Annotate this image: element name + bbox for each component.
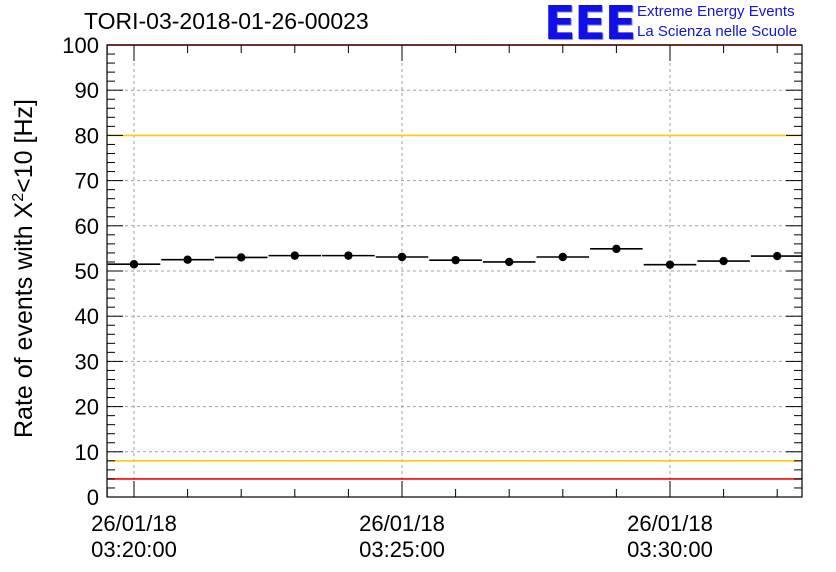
data-point — [665, 260, 675, 269]
data-point — [344, 251, 353, 260]
logo-line-la-scienza: La Scienza nelle Scuole — [637, 23, 798, 40]
data-point — [397, 252, 407, 262]
y-axis-title: Rate of events with X2<10 [Hz] — [10, 99, 38, 438]
y-tick-label: 100 — [62, 33, 99, 58]
logo-line-extreme-energy-events: Extreme Energy Events — [637, 3, 795, 20]
y-tick-labels: 0 10 20 30 40 50 60 70 80 90 100 — [62, 33, 99, 510]
y-tick-label: 0 — [87, 485, 99, 510]
y-tick-label: 10 — [75, 440, 99, 465]
y-tick-label: 50 — [75, 259, 99, 284]
plot-frame — [106, 44, 803, 498]
eee-logo-mark: EEE — [544, 0, 636, 50]
eee-logo: EEE Extreme Energy Events La Scienza nel… — [544, 0, 836, 46]
data-point — [183, 255, 192, 264]
data-point — [719, 256, 728, 266]
y-tick-label: 30 — [75, 349, 99, 374]
y-tick-label: 20 — [75, 395, 99, 420]
chart-title: TORI-03-2018-01-26-00023 — [84, 8, 369, 34]
grid-lines — [107, 45, 802, 497]
x-tick-date: 26/01/18 — [359, 511, 445, 536]
y-tick-label: 80 — [75, 123, 99, 148]
data-point — [505, 257, 514, 267]
x-tick-time: 03:20:00 — [91, 537, 177, 562]
x-tick-labels: 26/01/1803:20:0026/01/1803:25:0026/01/18… — [91, 511, 713, 562]
axis-ticks — [106, 44, 802, 498]
data-point — [558, 252, 567, 262]
y-tick-label: 70 — [75, 169, 99, 194]
data-point — [237, 253, 246, 262]
y-tick-label: 60 — [75, 214, 99, 239]
data-point — [129, 260, 139, 269]
x-tick-time: 03:25:00 — [359, 537, 445, 562]
data-point — [290, 251, 299, 260]
y-tick-label: 90 — [75, 78, 99, 103]
x-tick-date: 26/01/18 — [627, 511, 713, 536]
y-tick-label: 40 — [75, 304, 99, 329]
x-tick-time: 03:30:00 — [627, 537, 713, 562]
data-point — [773, 251, 782, 261]
data-series — [107, 244, 802, 269]
x-tick-date: 26/01/18 — [91, 511, 177, 536]
data-point — [612, 244, 621, 254]
data-point — [451, 255, 460, 265]
